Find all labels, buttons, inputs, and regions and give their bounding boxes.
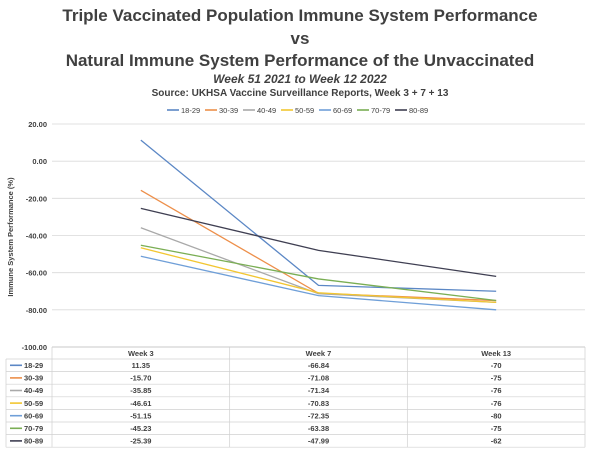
series-line-40-49 [140, 227, 497, 304]
y-tick-label: -80.00 [26, 306, 47, 315]
table-series-name: 80-89 [24, 437, 43, 446]
x-category-label: Week 13 [481, 349, 511, 358]
series-line-70-79 [140, 244, 497, 302]
table-value: -71.08 [308, 374, 329, 383]
y-tick-label: 20.00 [28, 120, 47, 129]
series-line-60-69 [140, 255, 497, 311]
table-value: -46.61 [130, 399, 151, 408]
legend-entry: 40-49 [257, 106, 276, 115]
table-series-name: 70-79 [24, 424, 43, 433]
table-value: -47.99 [308, 437, 329, 446]
x-category-label: Week 7 [306, 349, 332, 358]
table-series-name: 18-29 [24, 361, 43, 370]
legend-entry: 18-29 [181, 106, 200, 115]
y-tick-label: -100.00 [22, 343, 47, 352]
table-value: -35.85 [130, 386, 151, 395]
legend-entry: 30-39 [219, 106, 238, 115]
table-value: -80 [491, 411, 502, 420]
y-tick-label: -20.00 [26, 194, 47, 203]
legend-entry: 50-59 [295, 106, 314, 115]
table-value: -63.38 [308, 424, 329, 433]
series-line-80-89 [140, 207, 497, 278]
chart-subtitle: Week 51 2021 to Week 12 2022 [213, 72, 387, 86]
y-tick-label: -60.00 [26, 269, 47, 278]
table-value: -66.84 [308, 361, 330, 370]
table-value: -70 [491, 361, 502, 370]
chart-title-vs: vs [290, 29, 310, 48]
x-category-label: Week 3 [128, 349, 154, 358]
table-series-name: 50-59 [24, 399, 43, 408]
table-value: -70.83 [308, 399, 329, 408]
chart-title-line3: Natural Immune System Performance of the… [65, 51, 535, 70]
table-series-name: 40-49 [24, 386, 43, 395]
table-value: -71.34 [308, 386, 330, 395]
table-value: -45.23 [130, 424, 151, 433]
table-value: -72.35 [308, 411, 329, 420]
table-value: -51.15 [130, 411, 151, 420]
legend-entry: 70-79 [371, 106, 390, 115]
table-series-name: 60-69 [24, 411, 43, 420]
y-axis-label: Immune System Performance (%) [6, 177, 15, 297]
table-value: -15.70 [130, 374, 151, 383]
table-value: -75 [491, 424, 502, 433]
table-value: -75 [491, 374, 502, 383]
table-value: -76 [491, 399, 502, 408]
legend-entry: 60-69 [333, 106, 352, 115]
series-line-18-29 [140, 139, 497, 292]
legend-entry: 80-89 [409, 106, 428, 115]
y-tick-label: -40.00 [26, 232, 47, 241]
table-value: 11.35 [132, 361, 150, 370]
chart-source: Source: UKHSA Vaccine Surveillance Repor… [151, 88, 449, 99]
table-value: -25.39 [130, 437, 151, 446]
chart-legend: 18-29 30-39 40-49 50-59 60-69 70-79 80-89 [167, 106, 428, 115]
chart-title: Triple Vaccinated Population Immune Syst… [62, 6, 538, 25]
y-tick-label: 0.00 [32, 157, 47, 166]
table-value: -76 [491, 386, 502, 395]
table-value: -62 [491, 437, 502, 446]
table-series-name: 30-39 [24, 374, 43, 383]
series-line-30-39 [140, 189, 497, 302]
series-line-50-59 [140, 247, 497, 304]
